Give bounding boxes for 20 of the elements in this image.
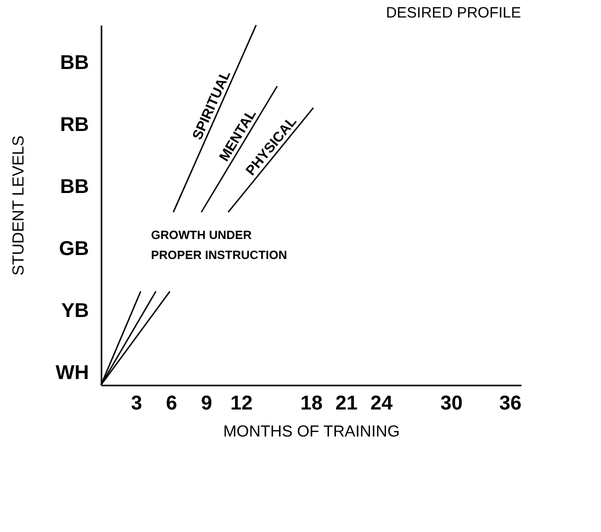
x-axis-title: MONTHS OF TRAINING: [223, 424, 400, 440]
y-axis-title: STUDENT LEVELS: [10, 135, 28, 276]
x-tick-label: 36: [499, 392, 522, 414]
text: RB: [60, 114, 89, 136]
text: BB: [60, 176, 89, 198]
x-tick-label: 12: [230, 392, 253, 414]
text: GB: [59, 238, 89, 260]
text: WH: [56, 362, 89, 384]
x-tick-label: 30: [440, 392, 463, 414]
x-tick-label: 24: [370, 392, 394, 414]
x-tick-label: 18: [300, 392, 323, 414]
x-tick-label: 9: [200, 392, 212, 414]
x-tick-label: 6: [166, 392, 178, 414]
annotation: GROWTH UNDER: [151, 228, 252, 242]
x-tick-label: 21: [335, 392, 358, 414]
annotation: PROPER INSTRUCTION: [151, 248, 288, 262]
chart-title: DESIRED PROFILE: [386, 4, 521, 22]
text: BB: [60, 52, 89, 74]
text: YB: [61, 300, 89, 322]
x-tick-label: 3: [130, 392, 142, 414]
